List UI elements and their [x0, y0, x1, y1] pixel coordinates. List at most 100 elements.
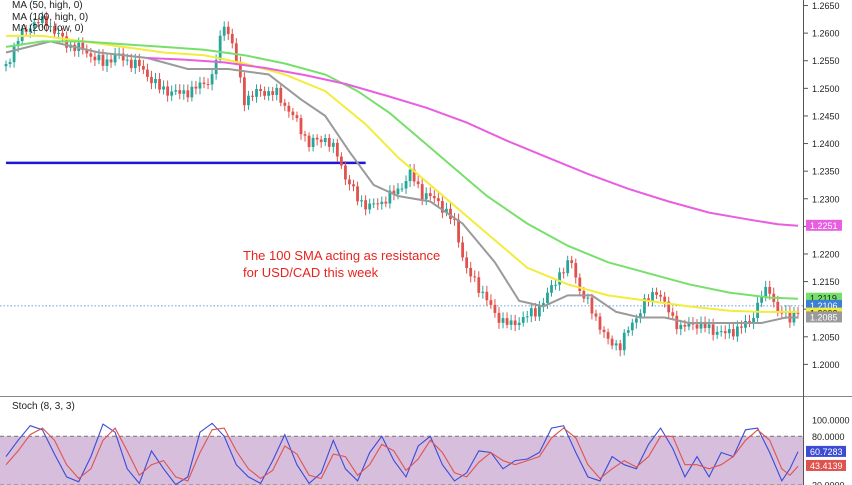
- candle-body: [647, 298, 650, 301]
- candle-body: [198, 82, 202, 89]
- candle-body: [109, 59, 113, 63]
- candle-body: [121, 53, 125, 61]
- candle-body: [259, 88, 262, 92]
- price-label-bg: [806, 299, 842, 311]
- candle-body: [93, 56, 97, 61]
- candle-body: [740, 326, 743, 328]
- candle-body: [598, 316, 602, 330]
- candle-body: [352, 184, 355, 187]
- candle-body: [699, 321, 703, 329]
- stoch-value-label: 43.4139: [810, 461, 843, 471]
- candle-body: [238, 61, 242, 78]
- candle-body: [222, 26, 226, 36]
- candle-body: [255, 88, 258, 97]
- candle-body: [113, 53, 117, 63]
- candle-body: [744, 320, 747, 328]
- annotation-line-1: The 100 SMA acting as resistance: [243, 248, 441, 263]
- stoch-tick-label: 100.0000: [812, 416, 850, 426]
- candle-body: [214, 59, 218, 75]
- candle-body: [618, 343, 622, 351]
- candle-body: [574, 262, 578, 278]
- candle-body: [521, 316, 525, 323]
- price-tick-label: 1.2500: [812, 84, 840, 94]
- candle-body: [218, 35, 222, 60]
- candle-body: [331, 142, 335, 147]
- price-label-bg: [806, 292, 842, 304]
- candle-body: [12, 46, 16, 63]
- price-label-bg: [806, 311, 842, 323]
- candle-body: [590, 297, 594, 314]
- candle-body: [687, 322, 691, 327]
- price-tick-label: 1.2650: [812, 1, 840, 11]
- candle-body: [24, 28, 28, 32]
- candle-body: [667, 301, 671, 313]
- candle-body: [675, 315, 679, 330]
- candle-body: [360, 200, 363, 202]
- candle-body: [408, 169, 412, 182]
- price-label: 1.2106: [810, 301, 838, 311]
- candle-body: [307, 135, 311, 148]
- candle-body: [533, 308, 537, 317]
- candle-body: [348, 179, 351, 185]
- candle-body: [424, 193, 428, 200]
- candle-body: [146, 69, 149, 77]
- candle-body: [505, 318, 509, 325]
- candle-body: [129, 59, 133, 69]
- candle-body: [170, 91, 174, 96]
- candle-body: [396, 188, 400, 195]
- candle-body: [89, 53, 93, 57]
- candle-body: [388, 190, 392, 204]
- candle-body: [562, 272, 566, 274]
- candle-body: [8, 62, 12, 64]
- candle-body: [210, 74, 214, 85]
- candle-body: [372, 203, 376, 205]
- candle-body: [412, 169, 416, 182]
- candle-body: [578, 277, 582, 291]
- candle-body: [493, 304, 497, 313]
- candle-body: [206, 83, 210, 85]
- candle-body: [105, 59, 109, 66]
- candle-body: [768, 286, 772, 294]
- candle-body: [473, 276, 477, 278]
- candle-body: [485, 291, 489, 301]
- price-tick-label: 1.2000: [812, 360, 840, 370]
- candle-body: [436, 198, 440, 202]
- candle-body: [703, 321, 707, 329]
- candle-body: [481, 291, 485, 293]
- candle-body: [517, 322, 521, 326]
- candle-body: [45, 16, 48, 27]
- stoch-value-label: 60.7283: [810, 447, 843, 457]
- candle-body: [428, 193, 432, 197]
- candle-body: [756, 302, 759, 319]
- candle-body: [465, 257, 469, 269]
- candle-body: [28, 28, 32, 32]
- candle-body: [529, 308, 533, 317]
- candles: [4, 11, 800, 357]
- candle-body: [85, 50, 89, 54]
- stoch-tick-label: 80.0000: [812, 432, 845, 442]
- candle-body: [158, 79, 161, 90]
- candle-body: [356, 186, 359, 202]
- legend-ma-50: MA (50, high, 0): [12, 0, 83, 11]
- candle-body: [780, 312, 784, 314]
- legend-ma-200: MA (200, low, 0): [12, 23, 84, 34]
- candle-body: [166, 86, 170, 96]
- candle-body: [319, 139, 323, 143]
- candle-body: [247, 95, 250, 106]
- candle-body: [764, 286, 768, 297]
- candle-body: [81, 42, 85, 51]
- candle-body: [659, 294, 663, 297]
- candle-body: [230, 33, 234, 44]
- candle-body: [663, 296, 667, 302]
- price-tick-label: 1.2400: [812, 139, 840, 149]
- candle-body: [586, 297, 590, 299]
- candle-body: [97, 54, 101, 61]
- candle-body: [49, 26, 52, 28]
- price-tick-label: 1.2600: [812, 29, 840, 39]
- candle-body: [602, 329, 606, 333]
- candle-body: [639, 313, 642, 319]
- candle-body: [509, 320, 513, 325]
- candle-body: [554, 284, 557, 286]
- candle-body: [489, 300, 493, 305]
- candle-body: [441, 201, 444, 213]
